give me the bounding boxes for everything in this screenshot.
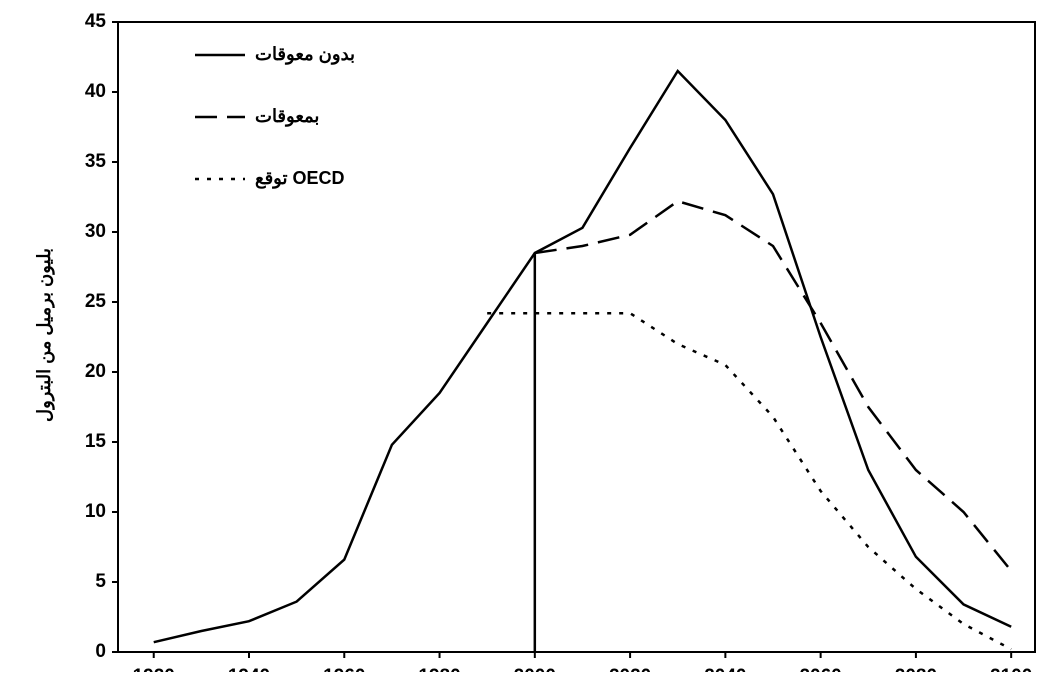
y-tick-label: 30 — [85, 221, 106, 242]
x-tick-label: 1920 — [133, 666, 175, 672]
y-tick-label: 40 — [85, 81, 106, 102]
series-line — [487, 311, 1012, 651]
x-tick-label: 2060 — [799, 666, 841, 672]
x-tick-label: 1960 — [323, 666, 365, 672]
x-tick-label: 2080 — [895, 666, 937, 672]
y-tick-label: 10 — [85, 501, 106, 522]
y-tick-label: 20 — [85, 361, 106, 382]
x-tick-label: 2100 — [990, 666, 1032, 672]
y-axis-label: بليون برميل من البترول — [34, 248, 55, 422]
y-tick-label: 0 — [95, 641, 106, 662]
series-line — [534, 199, 1013, 572]
x-tick-label: 1980 — [418, 666, 460, 672]
x-tick-label: 2020 — [609, 666, 651, 672]
y-tick-label: 35 — [85, 151, 107, 172]
y-tick-label: 15 — [85, 431, 107, 452]
legend-label: توقع OECD — [255, 168, 345, 189]
series-line — [153, 68, 1012, 644]
x-tick-label: 1940 — [228, 666, 270, 672]
y-tick-label: 25 — [85, 291, 107, 312]
y-tick-label: 45 — [85, 11, 107, 32]
x-tick-label: 2040 — [704, 666, 746, 672]
y-tick-label: 5 — [95, 571, 106, 592]
legend-label: بدون معوقات — [255, 44, 355, 65]
legend-label: بمعوقات — [255, 106, 319, 127]
x-tick-label: 2000 — [514, 666, 556, 672]
plot-frame — [117, 21, 1036, 653]
